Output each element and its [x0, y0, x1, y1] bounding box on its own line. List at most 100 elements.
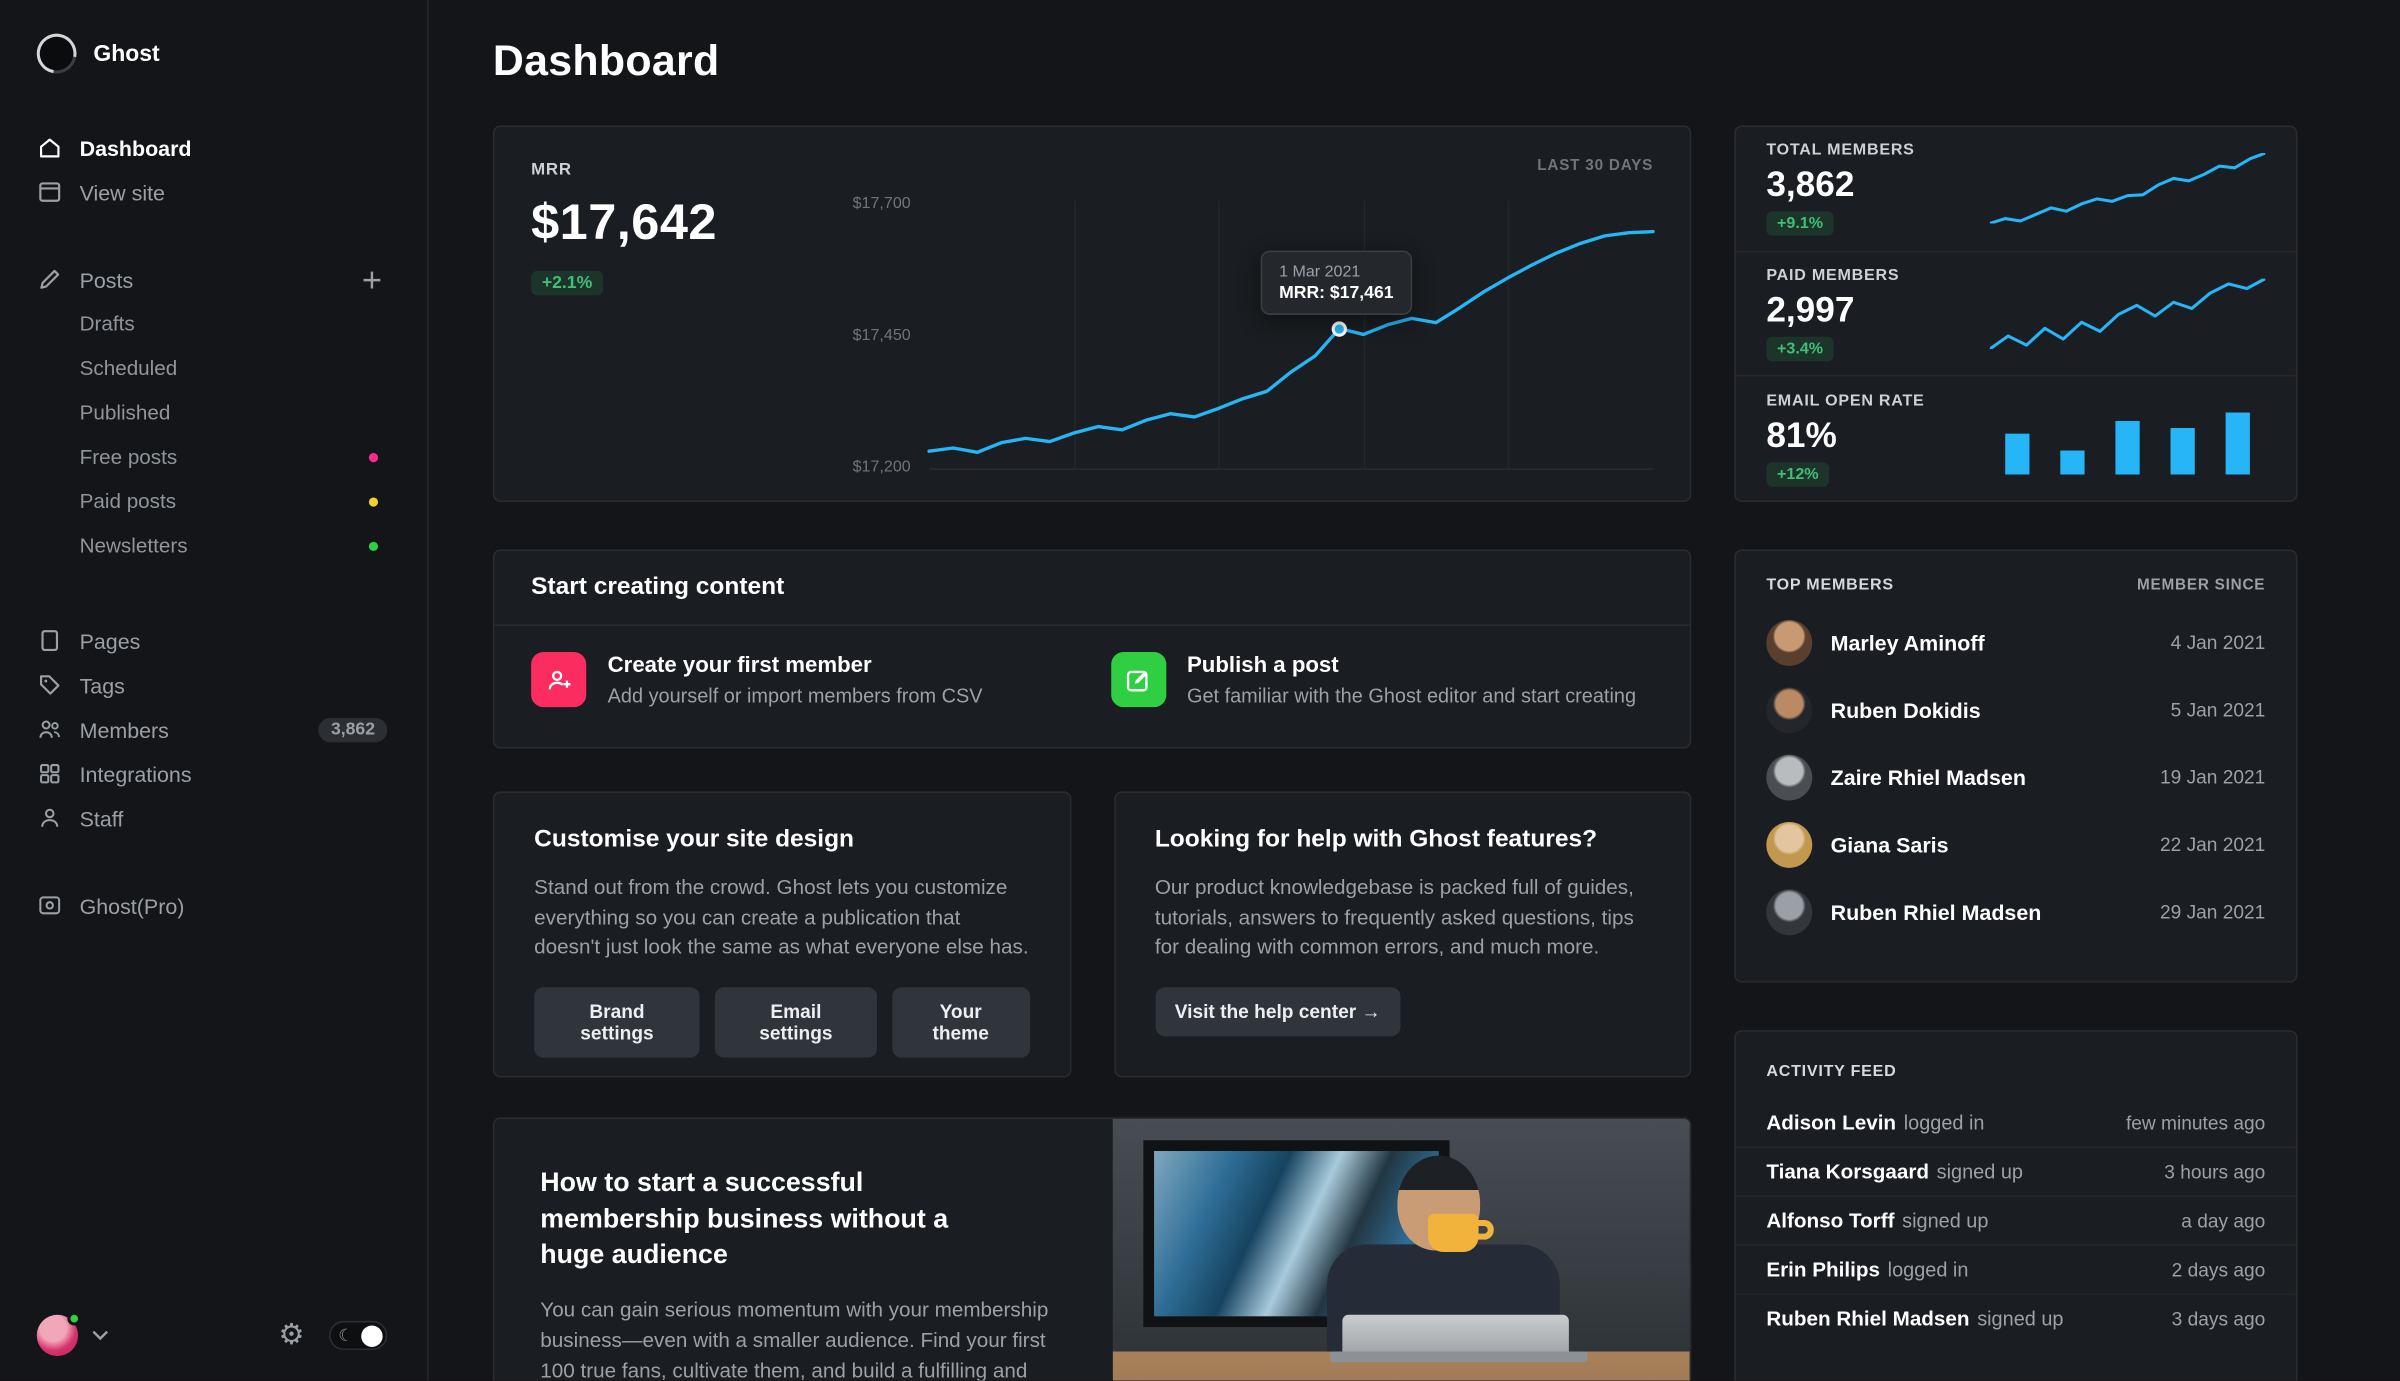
brand[interactable]: Ghost: [28, 25, 388, 82]
sidebar-item-pages[interactable]: Pages: [37, 618, 388, 662]
help-card: Looking for help with Ghost features? Ou…: [1113, 791, 1692, 1078]
member-since: 22 Jan 2021: [2159, 834, 2266, 856]
article-photo: [1112, 1118, 1690, 1381]
mrr-line-chart: [929, 201, 1653, 469]
help-center-button[interactable]: Visit the help center →: [1154, 986, 1401, 1036]
stat-label: PAID MEMBERS: [1766, 266, 1900, 285]
total-members-stat[interactable]: TOTAL MEMBERS 3,862 +9.1%: [1736, 127, 2296, 250]
activity-time: few minutes ago: [2125, 1112, 2266, 1135]
card-title: Start creating content: [494, 551, 1690, 627]
chevron-down-icon[interactable]: [92, 1330, 109, 1341]
sidebar-item-newsletters[interactable]: Newsletters: [37, 523, 388, 567]
sidebar-item-label: Integrations: [79, 761, 192, 786]
settings-gear-icon[interactable]: ⚙: [278, 1319, 305, 1352]
member-since: 4 Jan 2021: [2170, 632, 2266, 654]
sidebar-item-scheduled[interactable]: Scheduled: [37, 346, 388, 390]
sub-item-label: Drafts: [79, 312, 135, 336]
brand-name: Ghost: [93, 40, 160, 67]
email-open-rate-stat[interactable]: EMAIL OPEN RATE 81% +12%: [1735, 375, 2296, 501]
paid-posts-dot: [368, 496, 379, 506]
create-first-member-item[interactable]: Create your first member Add yourself or…: [531, 652, 1074, 708]
mrr-label: MRR: [531, 160, 572, 180]
stat-value: 81%: [1766, 414, 1837, 455]
laptop: [1342, 1314, 1569, 1355]
person-icon: [37, 805, 63, 831]
user-avatar[interactable]: [36, 1311, 82, 1357]
brand-settings-button[interactable]: Brand settings: [534, 986, 700, 1058]
activity-name: Tiana Korsgaard: [1766, 1160, 1930, 1184]
coffee-mug-handle: [1477, 1219, 1494, 1240]
publish-post-item[interactable]: Publish a post Get familiar with the Gho…: [1110, 652, 1653, 708]
sidebar-item-members[interactable]: Members 3,862: [37, 707, 388, 751]
card-title: Looking for help with Ghost features?: [1154, 826, 1598, 853]
sidebar-item-label: Ghost(Pro): [79, 893, 185, 918]
email-open-rate-bars: [2005, 412, 2250, 474]
paid-members-sparkline: [1990, 279, 2266, 349]
activity-row[interactable]: Alfonso Torff signed up a day ago: [1735, 1195, 2296, 1244]
activity-row[interactable]: Adison Levin logged in few minutes ago: [1736, 1099, 2296, 1146]
sidebar-item-drafts[interactable]: Drafts: [37, 302, 388, 346]
activity-action: logged in: [1903, 1111, 1985, 1135]
member-name: Ruben Rhiel Madsen: [1830, 899, 2042, 925]
sub-item-label: Newsletters: [79, 534, 188, 558]
sub-item-label: Paid posts: [79, 489, 177, 513]
member-name: Giana Saris: [1830, 832, 1949, 858]
sidebar-item-dashboard[interactable]: Dashboard: [37, 126, 388, 170]
sidebar-item-tags[interactable]: Tags: [37, 663, 388, 707]
top-member-row[interactable]: Ruben Rhiel Madsen 29 Jan 2021: [1736, 879, 2296, 946]
activity-row[interactable]: Erin Philips logged in 2 days ago: [1735, 1244, 2296, 1293]
main-content: Dashboard LAST 30 DAYS MRR $17,642 +2.1%…: [429, 0, 2400, 1381]
mrr-summary: MRR $17,642 +2.1%: [531, 158, 855, 470]
activity-action: signed up: [1902, 1209, 1989, 1233]
tooltip-value: MRR: $17,461: [1279, 283, 1394, 303]
sidebar-item-published[interactable]: Published: [37, 390, 388, 434]
sidebar-item-integrations[interactable]: Integrations: [37, 752, 388, 796]
gridline: [1508, 200, 1510, 469]
stat-delta-badge: +12%: [1766, 461, 1830, 487]
top-member-row[interactable]: Marley Aminoff 4 Jan 2021: [1736, 609, 2296, 676]
top-member-row[interactable]: Ruben Dokidis 5 Jan 2021: [1736, 677, 2296, 744]
start-creating-card: Start creating content Create your first…: [492, 549, 1692, 749]
gridline: [1073, 200, 1076, 469]
mrr-chart-area: $17,700 $17,450 $17,200 1: [853, 194, 1653, 476]
mrr-plot[interactable]: 1 Mar 2021 MRR: $17,461: [929, 200, 1653, 470]
activity-action: signed up: [1977, 1307, 2064, 1331]
paid-members-stat[interactable]: PAID MEMBERS 2,997 +3.4%: [1735, 250, 2296, 376]
activity-name: Erin Philips: [1766, 1258, 1880, 1282]
activity-row[interactable]: Tiana Korsgaard signed up 3 hours ago: [1735, 1146, 2296, 1195]
activity-row[interactable]: Ruben Rhiel Madsen signed up 3 days ago: [1735, 1293, 2296, 1342]
top-member-row[interactable]: Giana Saris 22 Jan 2021: [1736, 811, 2296, 878]
y-tick: $17,700: [852, 194, 911, 213]
top-member-row[interactable]: Zaire Rhiel Madsen 19 Jan 2021: [1736, 744, 2296, 811]
member-since: 5 Jan 2021: [2170, 699, 2266, 721]
activity-action: signed up: [1936, 1160, 2023, 1184]
activity-action: logged in: [1887, 1258, 1969, 1282]
stat-label: EMAIL OPEN RATE: [1766, 391, 1925, 410]
gridline: [1218, 200, 1221, 469]
mrr-delta-badge: +2.1%: [531, 270, 603, 296]
your-theme-button[interactable]: Your theme: [892, 986, 1030, 1058]
start-item-title: Publish a post: [1186, 652, 1339, 678]
membership-article-card[interactable]: How to start a successful membership bus…: [492, 1117, 1692, 1381]
sidebar-item-view-site[interactable]: View site: [37, 170, 388, 214]
sidebar-item-ghost-pro[interactable]: Ghost(Pro): [37, 883, 388, 927]
sidebar-item-paid-posts[interactable]: Paid posts: [37, 479, 388, 523]
member-stats-card: TOTAL MEMBERS 3,862 +9.1% PAID MEMBERS 2…: [1734, 125, 2298, 503]
member-since: 29 Jan 2021: [2159, 901, 2266, 923]
stat-value: 3,862: [1766, 164, 1855, 205]
top-members-card: TOP MEMBERS MEMBER SINCE Marley Aminoff …: [1734, 549, 2298, 983]
online-status-dot: [67, 1311, 82, 1326]
new-post-button[interactable]: [357, 264, 388, 295]
free-posts-dot: [368, 452, 379, 462]
email-settings-button[interactable]: Email settings: [715, 986, 877, 1058]
sidebar-item-posts[interactable]: Posts: [37, 257, 133, 301]
sidebar-item-staff[interactable]: Staff: [37, 796, 388, 840]
sidebar-item-free-posts[interactable]: Free posts: [37, 435, 388, 479]
moon-icon: ☾: [338, 1327, 354, 1346]
sidebar-item-label: Members: [79, 717, 169, 742]
dark-mode-toggle[interactable]: ☾: [329, 1320, 388, 1350]
start-item-subtitle: Add yourself or import members from CSV: [607, 683, 983, 707]
home-icon: [37, 135, 63, 161]
activity-time: 3 days ago: [2171, 1308, 2266, 1331]
